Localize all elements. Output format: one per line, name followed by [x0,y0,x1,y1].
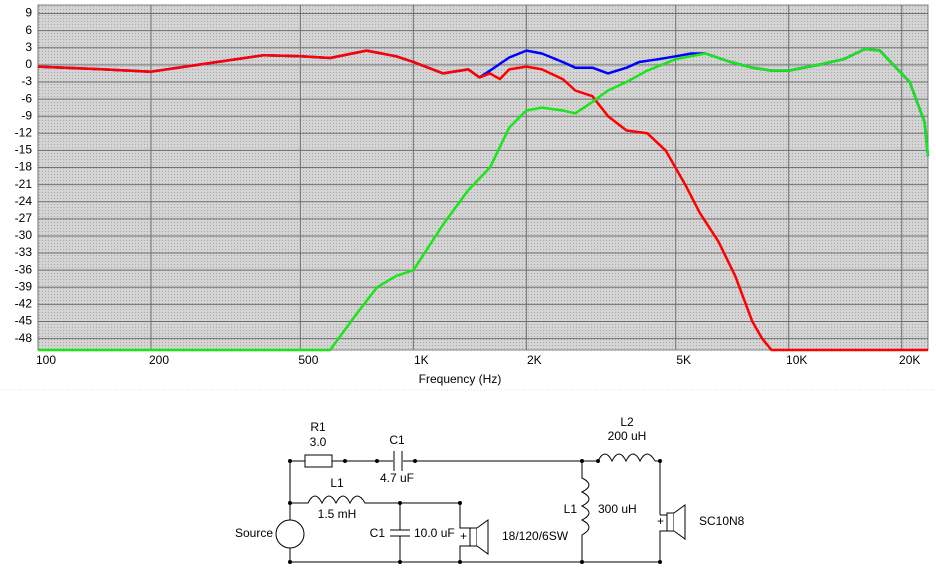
y-tick-label: -15 [15,143,33,157]
resistor [304,454,333,468]
y-tick-label: -48 [15,331,33,345]
label: + [657,514,664,528]
label: L1 [564,502,578,516]
label: 200 uH [608,429,647,443]
y-tick-label: -39 [15,279,33,293]
label: 18/120/6SW [502,529,569,543]
y-tick-label: 3 [25,40,32,54]
y-tick-label: -30 [15,228,33,242]
x-tick-label: 10K [786,353,807,367]
label: 1.5 mH [318,507,357,521]
label: 4.7 uF [380,471,414,485]
inductor [597,453,656,463]
nodes [288,459,662,564]
tweeter-symbol [666,512,675,532]
label: C1 [370,526,386,540]
y-tick-label: -33 [15,245,33,259]
label: 3.0 [310,435,327,449]
x-tick-label: 20K [899,353,920,367]
circuit: R1 3.0 C1 4.7 uF L1 1.5 mH C1 10.0 uF 18… [235,415,745,564]
y-tick-label: -24 [15,194,33,208]
grid [37,5,928,350]
y-tick-label: -6 [21,91,32,105]
series-line [38,47,930,352]
label: SC10N8 [699,514,745,528]
x-tick-label: 2K [527,353,542,367]
wire [659,514,667,540]
y-tick-label: -9 [21,108,32,122]
y-tick-label: -27 [15,211,33,225]
woofer-cone [476,519,489,555]
y-tick-label: 0 [25,57,32,71]
tweeter-cone [673,504,686,540]
y-tick-label: 6 [25,23,32,37]
y-tick-label: -45 [15,314,33,328]
source [275,519,305,549]
series-line [37,49,928,352]
label: + [460,529,467,543]
y-tick-label: 9 [25,6,32,20]
label: L1 [330,476,344,490]
plot-area [37,4,929,351]
wire [290,495,470,562]
lines [37,47,930,352]
label: 300 uH [598,502,637,516]
x-tick-label: 100 [36,353,56,367]
inductor [580,461,590,562]
y-tick-label: -21 [15,177,33,191]
y-tick-label: -12 [15,125,33,139]
label: C1 [389,433,405,447]
x-axis-label: Frequency (Hz) [419,372,502,386]
woofer-symbol [469,527,478,547]
x-tick-label: 200 [149,353,169,367]
label: R1 [310,420,326,434]
label: Source [235,526,273,540]
y-tick-label: -36 [15,262,33,276]
label: L2 [620,415,634,429]
y-tick-label: -42 [15,297,33,311]
y-tick-label: -18 [15,160,33,174]
label: 10.0 uF [414,526,455,540]
y-tick-label: -3 [21,74,32,88]
x-tick-label: 1K [414,353,429,367]
x-tick-label: 500 [298,353,318,367]
x-tick-label: 5K [676,353,691,367]
